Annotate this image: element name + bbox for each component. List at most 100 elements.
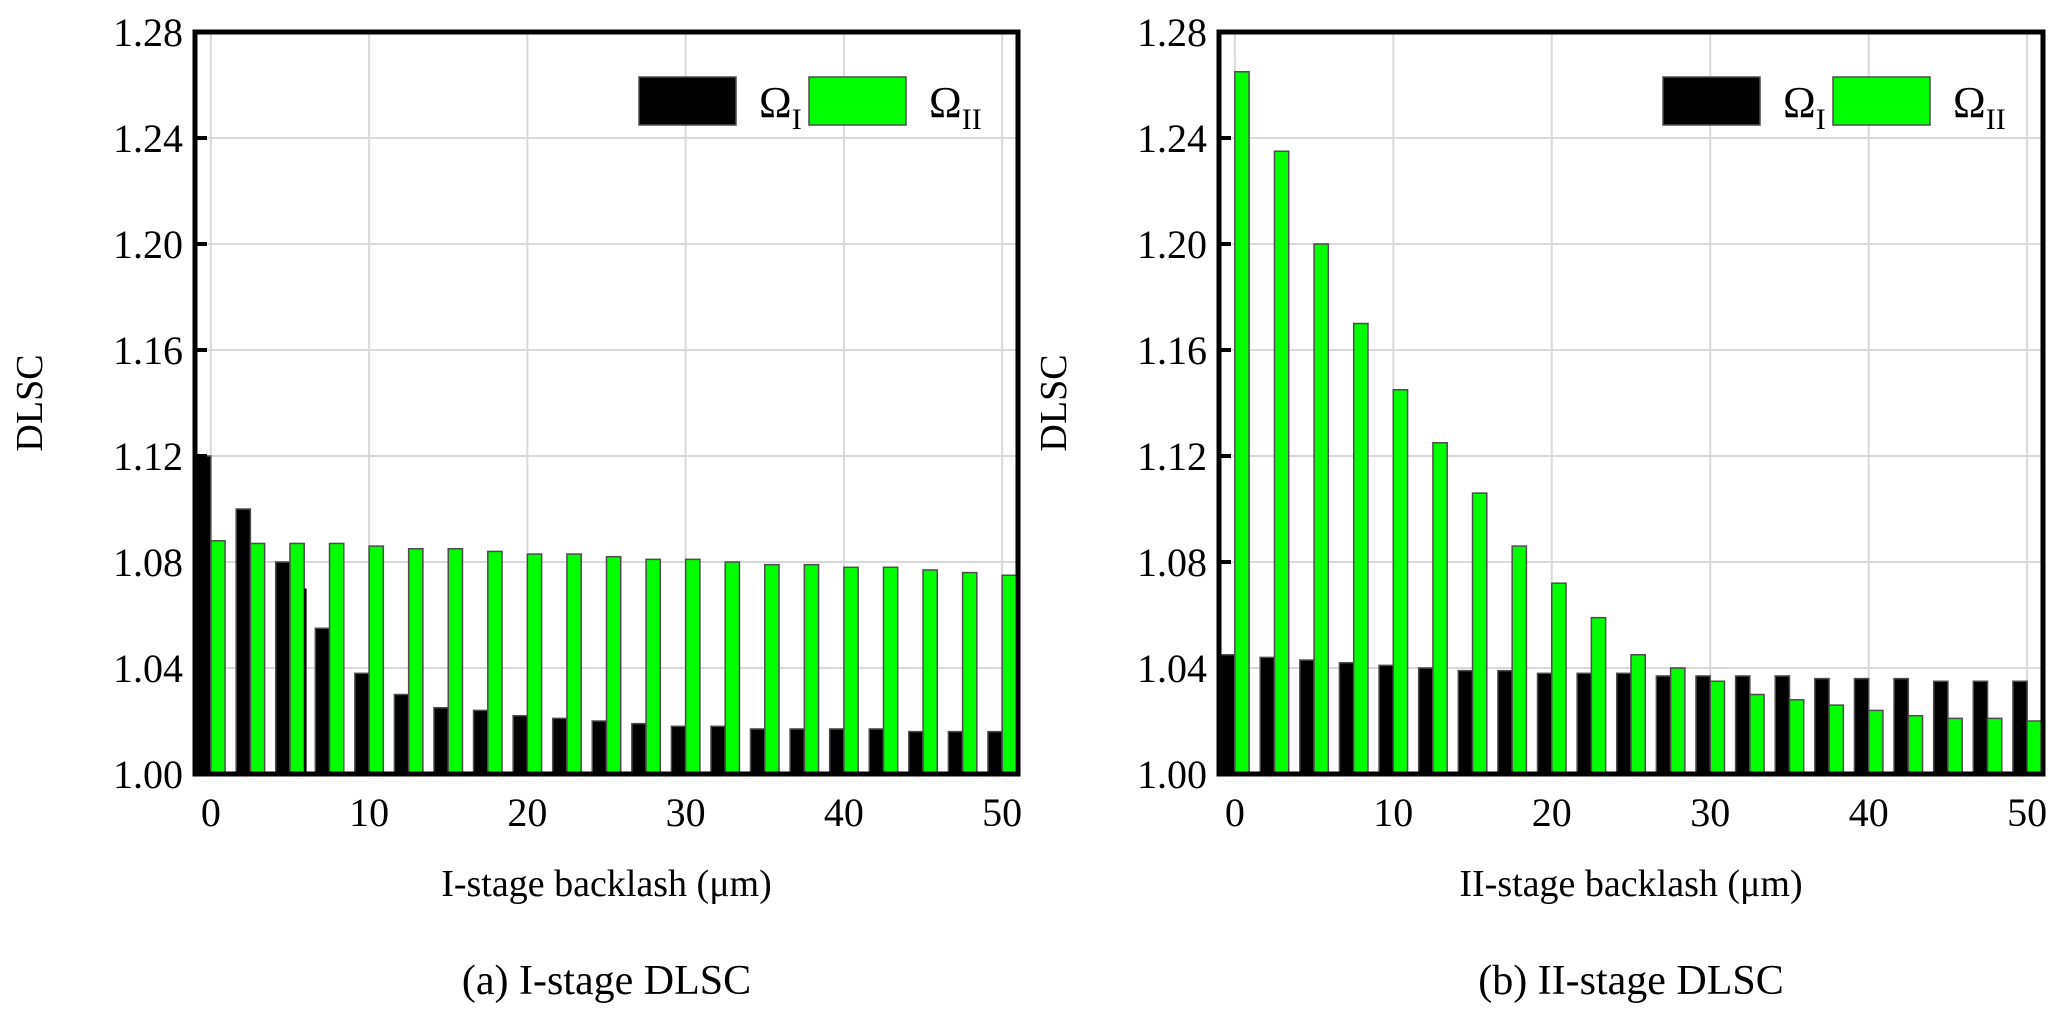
bar [1853, 677, 1870, 775]
bar [843, 566, 859, 775]
bar [1432, 442, 1448, 775]
bar [274, 561, 291, 775]
x-tick-label: 50 [2007, 790, 2047, 835]
y-tick-label: 1.20 [113, 222, 183, 267]
bar [1615, 672, 1632, 775]
x-tick-label: 30 [1690, 790, 1730, 835]
bar [472, 709, 489, 775]
bar [803, 563, 820, 775]
bar [1630, 654, 1647, 775]
bar [1234, 71, 1250, 775]
bar [631, 722, 647, 775]
x-tick-label: 20 [507, 790, 547, 835]
bar [1893, 677, 1910, 775]
legend-symbol: Ω [759, 78, 792, 127]
bar [1932, 680, 1949, 775]
bar [433, 707, 449, 775]
bar [393, 693, 410, 775]
bar [1867, 709, 1884, 775]
bar [1695, 675, 1711, 775]
bar [314, 627, 331, 775]
x-tick-label: 40 [824, 790, 864, 835]
axes-frame [1216, 29, 2046, 777]
bar [1972, 680, 1989, 775]
panel-b: 1.00 1.04 1.08 1.12 1.16 1.20 1.24 1.28 0 10 20 30 4… [1033, 10, 2047, 1004]
bar [710, 725, 726, 775]
bar [1313, 243, 1330, 775]
bar [868, 728, 885, 775]
x-tick-label: 0 [201, 790, 221, 835]
bar [1576, 672, 1593, 775]
y-tick-label: 1.28 [1137, 10, 1207, 55]
series-omega-II [210, 540, 1018, 775]
legend-swatch-omega-I [1662, 76, 1761, 126]
bar [195, 455, 212, 775]
y-tick-label: 1.24 [113, 116, 183, 161]
x-tick-label: 40 [1849, 790, 1889, 835]
bar [605, 555, 622, 775]
bar [1749, 693, 1765, 775]
y-axis: 1.00 1.04 1.08 1.12 1.16 1.20 1.24 1.28 [113, 10, 207, 797]
bar [328, 542, 345, 775]
y-tick-label: 1.16 [1137, 328, 1207, 373]
x-tick-label: 0 [1225, 790, 1245, 835]
bar [249, 542, 266, 775]
y-tick-label: 1.12 [113, 434, 183, 479]
bar [1590, 616, 1607, 775]
bar [922, 569, 939, 775]
bar [828, 728, 845, 775]
y-tick-label: 1.04 [1137, 646, 1207, 691]
bars [1219, 71, 2043, 775]
legend-swatch-omega-II [808, 76, 907, 126]
legend-symbol: Ω [1783, 78, 1816, 127]
bar [2026, 720, 2043, 775]
bar [1378, 664, 1395, 775]
bar [526, 553, 543, 775]
y-tick-label: 1.04 [113, 646, 183, 691]
bar [684, 558, 701, 775]
bar [368, 545, 385, 775]
bar [908, 730, 924, 775]
bar [551, 717, 568, 775]
bar [724, 561, 741, 775]
series-omega-I [195, 455, 1003, 775]
x-tick-label: 30 [666, 790, 706, 835]
panel-a: 1.00 1.04 1.08 1.12 1.16 1.20 1.24 1.28 0 10 20 30 4… [9, 10, 1022, 1004]
y-tick-label: 1.08 [1137, 540, 1207, 585]
bar [645, 558, 662, 775]
legend-subscript: II [962, 103, 982, 136]
y-tick-label: 1.12 [1137, 434, 1207, 479]
legend-swatch-omega-II [1832, 76, 1931, 126]
bar [987, 730, 1003, 775]
bar [1392, 389, 1409, 775]
bar [289, 542, 305, 775]
bar [1497, 669, 1513, 775]
y-tick-label: 1.00 [1137, 752, 1207, 797]
x-axis-label: I-stage backlash (μm) [441, 863, 772, 905]
legend-symbol: Ω [1953, 78, 1986, 127]
bar [1299, 659, 1315, 775]
y-tick-label: 1.16 [113, 328, 183, 373]
bar [1947, 717, 1963, 775]
y-tick-label: 1.00 [113, 752, 183, 797]
y-tick-label: 1.24 [1137, 116, 1207, 161]
x-tick-label: 10 [1373, 790, 1413, 835]
axes-frame [192, 29, 1021, 777]
y-tick-label: 1.20 [1137, 222, 1207, 267]
x-axis-label: II-stage backlash (μm) [1459, 863, 1802, 905]
bar [566, 553, 582, 775]
bar [1828, 704, 1845, 775]
bar [407, 548, 424, 775]
legend-label-omega-I: ΩI [1783, 78, 1826, 136]
bar [749, 728, 766, 775]
legend: ΩI ΩII [1662, 76, 2006, 136]
x-tick-label: 10 [349, 790, 389, 835]
y-tick-label: 1.28 [113, 10, 183, 55]
legend: ΩI ΩII [638, 76, 982, 136]
bar [1219, 654, 1236, 775]
bar [447, 548, 464, 775]
x-axis: 0 10 20 30 40 50 [201, 790, 1022, 835]
bar [961, 571, 978, 775]
bar [1814, 677, 1830, 775]
bar [1001, 574, 1018, 775]
